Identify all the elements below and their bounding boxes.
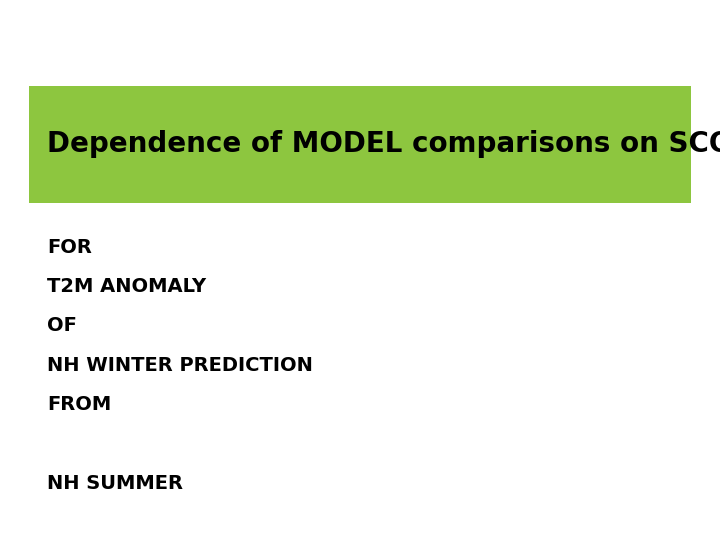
Bar [29, 86, 691, 202]
Text: NH WINTER PREDICTION: NH WINTER PREDICTION [47, 356, 312, 375]
Text: Dependence of MODEL comparisons on SCORES: Dependence of MODEL comparisons on SCORE… [47, 131, 720, 158]
Text: OF: OF [47, 316, 76, 335]
Text: NH SUMMER: NH SUMMER [47, 474, 183, 493]
Text: T2M ANOMALY: T2M ANOMALY [47, 277, 206, 296]
Text: FROM: FROM [47, 395, 111, 414]
Text: FOR: FOR [47, 238, 91, 256]
